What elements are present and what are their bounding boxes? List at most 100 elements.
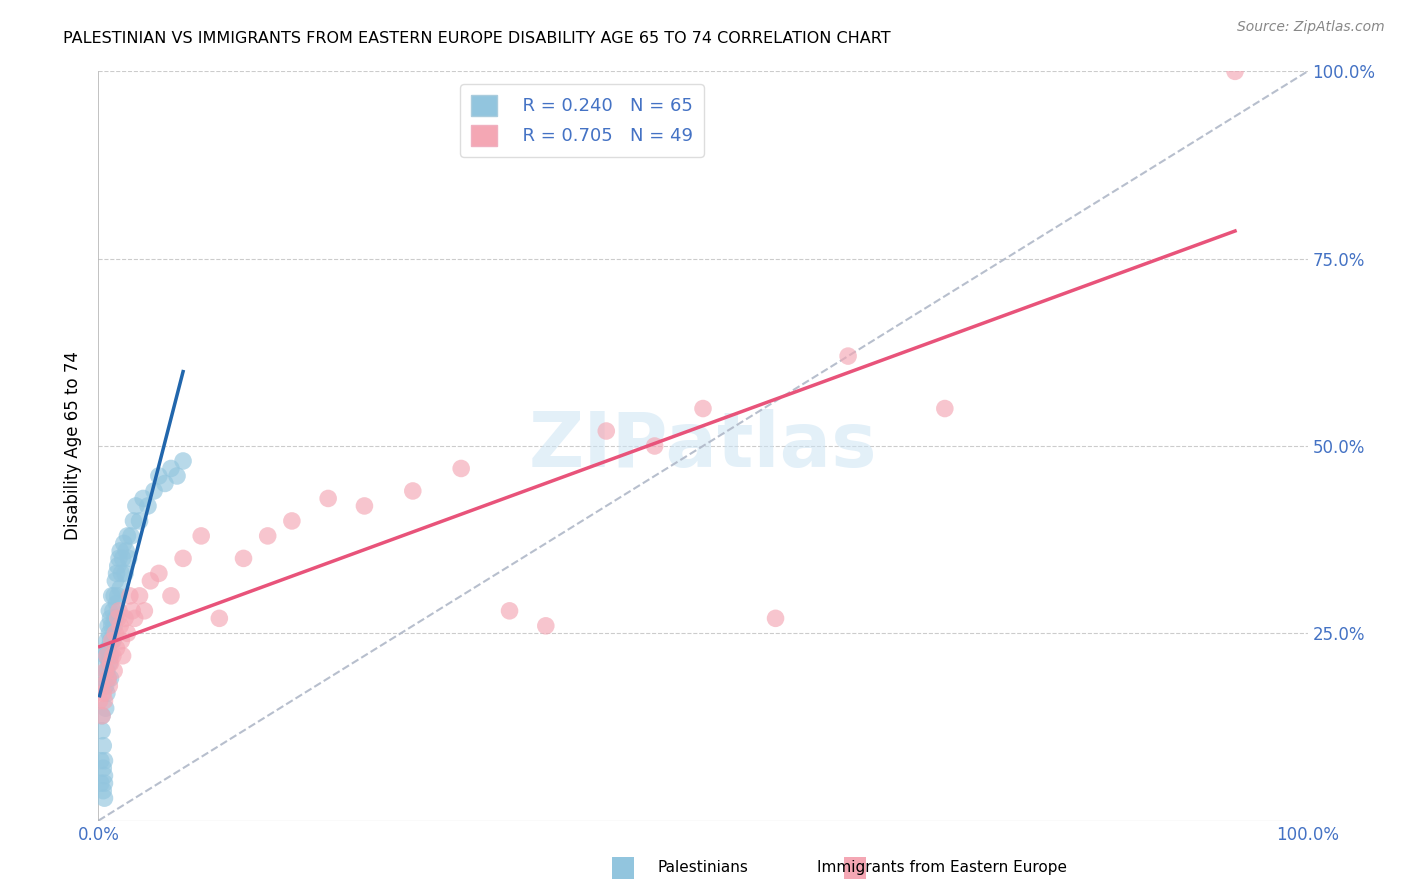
Point — [256, 529, 278, 543]
Point — [89, 679, 111, 693]
Point — [281, 514, 304, 528]
Point — [103, 589, 125, 603]
Text: ZIPatlas: ZIPatlas — [529, 409, 877, 483]
Point — [316, 491, 339, 506]
Point — [108, 544, 131, 558]
Point — [108, 551, 131, 566]
Point — [125, 499, 148, 513]
Point — [93, 754, 115, 768]
Text: PALESTINIAN VS IMMIGRANTS FROM EASTERN EUROPE DISABILITY AGE 65 TO 74 CORRELATIO: PALESTINIAN VS IMMIGRANTS FROM EASTERN E… — [63, 31, 891, 46]
Point — [97, 671, 120, 685]
Point — [103, 664, 125, 678]
Point — [96, 664, 118, 678]
Point — [108, 604, 131, 618]
Point — [128, 589, 150, 603]
Point — [139, 574, 162, 588]
Point — [91, 739, 114, 753]
Point — [111, 551, 134, 566]
Point — [91, 686, 114, 700]
Point — [122, 514, 145, 528]
Point — [1223, 64, 1246, 78]
Point — [134, 604, 156, 618]
Point — [118, 589, 141, 603]
Point — [107, 611, 129, 625]
Point — [91, 783, 114, 797]
Point — [100, 633, 122, 648]
Point — [644, 439, 666, 453]
Point — [132, 491, 155, 506]
Point — [143, 483, 166, 498]
Point — [534, 619, 557, 633]
Point — [148, 469, 170, 483]
Point — [110, 566, 132, 581]
Point — [100, 633, 122, 648]
Point — [94, 664, 117, 678]
Point — [97, 671, 120, 685]
Point — [94, 679, 117, 693]
Point — [160, 461, 183, 475]
Point — [90, 679, 112, 693]
Point — [96, 686, 118, 700]
Point — [93, 769, 115, 783]
Point — [96, 633, 118, 648]
Point — [90, 776, 112, 790]
Point — [100, 671, 122, 685]
Point — [107, 589, 129, 603]
Point — [104, 574, 127, 588]
Point — [98, 626, 121, 640]
Point — [98, 657, 121, 671]
Point — [136, 499, 159, 513]
Point — [837, 349, 859, 363]
Point — [153, 476, 176, 491]
Point — [100, 657, 122, 671]
Point — [114, 566, 136, 581]
Point — [101, 604, 124, 618]
Point — [112, 536, 135, 550]
Point — [104, 626, 127, 640]
Point — [120, 529, 142, 543]
Point — [101, 633, 124, 648]
Point — [91, 723, 114, 738]
Point — [111, 648, 134, 663]
Text: Source: ZipAtlas.com: Source: ZipAtlas.com — [1237, 20, 1385, 34]
Point — [208, 611, 231, 625]
Point — [232, 551, 254, 566]
Point — [93, 791, 115, 805]
Point — [100, 611, 122, 625]
Point — [89, 648, 111, 663]
Y-axis label: Disability Age 65 to 74: Disability Age 65 to 74 — [65, 351, 83, 541]
Point — [498, 604, 520, 618]
Point — [100, 619, 122, 633]
Point — [934, 401, 956, 416]
Point — [114, 611, 136, 625]
Point — [98, 604, 121, 618]
Point — [117, 626, 139, 640]
Point — [172, 454, 194, 468]
Point — [172, 551, 194, 566]
Point — [104, 611, 127, 625]
Point — [93, 694, 115, 708]
Point — [765, 611, 787, 625]
Point — [118, 551, 141, 566]
Point — [100, 589, 122, 603]
Point — [96, 648, 118, 663]
Point — [117, 529, 139, 543]
Point — [91, 708, 114, 723]
Point — [96, 648, 118, 663]
Point — [160, 589, 183, 603]
Point — [692, 401, 714, 416]
Point — [124, 611, 146, 625]
Point — [97, 641, 120, 656]
Point — [115, 544, 138, 558]
Point — [353, 499, 375, 513]
Point — [89, 694, 111, 708]
Point — [148, 566, 170, 581]
Point — [105, 566, 128, 581]
Point — [103, 619, 125, 633]
Point — [91, 761, 114, 775]
Point — [100, 648, 122, 663]
Point — [94, 701, 117, 715]
Point — [97, 619, 120, 633]
Point — [94, 664, 117, 678]
Point — [190, 529, 212, 543]
